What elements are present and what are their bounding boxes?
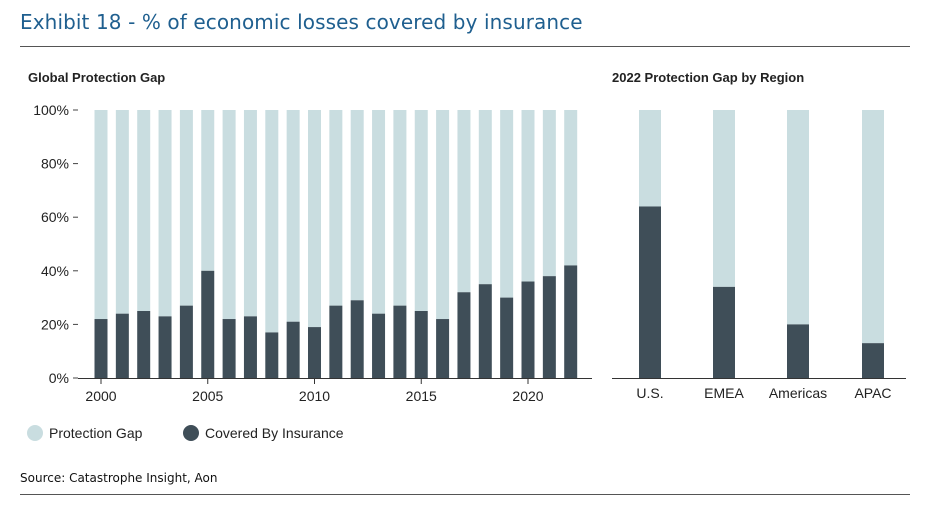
region-gap-bar-us [639,110,661,207]
covered-bar-2001 [115,313,129,378]
gap-bar-2007 [243,110,257,317]
region-gap-bar-emea [713,110,735,287]
region-label: APAC [854,385,891,401]
gap-bar-2002 [137,110,151,311]
region-covered-bar-us [639,206,661,378]
gap-bar-2017 [457,110,471,293]
gap-bar-2000 [94,110,108,320]
region-label: Americas [769,385,827,401]
right-chart-x-axis: U.S. EMEA Americas APAC [612,378,906,401]
legend: Protection Gap Covered By Insurance [27,425,344,441]
x-tick-label: 2000 [85,388,116,404]
y-tick-label: 20% [41,316,69,332]
covered-bar-2006 [222,319,236,378]
gap-bar-2003 [158,110,172,317]
legend-swatch-covered [183,425,199,441]
region-gap-bar-apac [862,110,884,344]
covered-bar-2003 [158,316,172,378]
y-tick-label: 40% [41,263,69,279]
right-chart-bars [639,110,884,378]
gap-bar-2018 [478,110,492,285]
covered-bar-2007 [243,316,257,378]
gap-bar-2015 [414,110,428,311]
region-label: U.S. [636,385,663,401]
covered-bar-2013 [372,313,386,378]
legend-label-covered: Covered By Insurance [205,425,344,441]
exhibit-title: Exhibit 18 - % of economic losses covere… [20,10,583,34]
x-tick-label: 2010 [299,388,330,404]
y-tick-label: 60% [41,209,69,225]
gap-bar-2009 [286,110,300,322]
region-covered-bar-emea [713,286,735,378]
left-chart-title: Global Protection Gap [28,70,165,85]
gap-bar-2006 [222,110,236,320]
covered-bar-2020 [521,281,535,378]
covered-bar-2015 [414,311,428,378]
gap-bar-2012 [350,110,364,301]
covered-bar-2002 [137,311,151,378]
covered-bar-2014 [393,305,407,378]
gap-bar-2019 [500,110,514,298]
x-tick-label: 2020 [512,388,543,404]
gap-bar-2016 [436,110,450,320]
left-chart-y-axis: 100% 80% 60% 40% 20% 0% [33,102,78,386]
gap-bar-2004 [179,110,193,306]
right-chart-title: 2022 Protection Gap by Region [612,70,804,85]
covered-bar-2000 [94,319,108,378]
covered-bar-2005 [201,270,215,378]
gap-bar-2014 [393,110,407,306]
x-tick-label: 2015 [406,388,437,404]
region-covered-bar-apac [862,343,884,378]
region-covered-bar-americas [787,324,809,378]
gap-bar-2020 [521,110,535,282]
gap-bar-2021 [542,110,556,277]
gap-bar-2013 [372,110,386,314]
covered-bar-2011 [329,305,343,378]
gap-bar-2011 [329,110,343,306]
left-chart-bars [94,110,578,378]
covered-bar-2019 [500,297,514,378]
source-note: Source: Catastrophe Insight, Aon [20,471,218,485]
y-tick-label: 80% [41,156,69,172]
gap-bar-2010 [308,110,321,328]
covered-bar-2021 [542,276,556,378]
covered-bar-2018 [478,284,492,378]
gap-bar-2005 [201,110,215,271]
legend-swatch-protection-gap [27,425,43,441]
y-tick-label: 0% [49,370,69,386]
covered-bar-2012 [350,300,364,378]
covered-bar-2010 [308,327,321,378]
region-label: EMEA [704,385,744,401]
bottom-rule [20,494,910,495]
covered-bar-2017 [457,292,471,378]
covered-bar-2022 [564,265,578,378]
covered-bar-2016 [436,319,450,378]
gap-bar-2022 [564,110,578,266]
gap-bar-2001 [115,110,129,314]
y-tick-label: 100% [33,102,69,118]
covered-bar-2009 [286,321,300,378]
covered-bar-2004 [179,305,193,378]
x-tick-label: 2005 [192,388,223,404]
covered-bar-2008 [265,332,279,378]
legend-label-protection-gap: Protection Gap [49,425,143,441]
top-rule [20,46,910,47]
region-gap-bar-americas [787,110,809,325]
gap-bar-2008 [265,110,279,333]
left-chart-x-axis: 2000 2005 2010 2015 2020 [78,378,592,404]
